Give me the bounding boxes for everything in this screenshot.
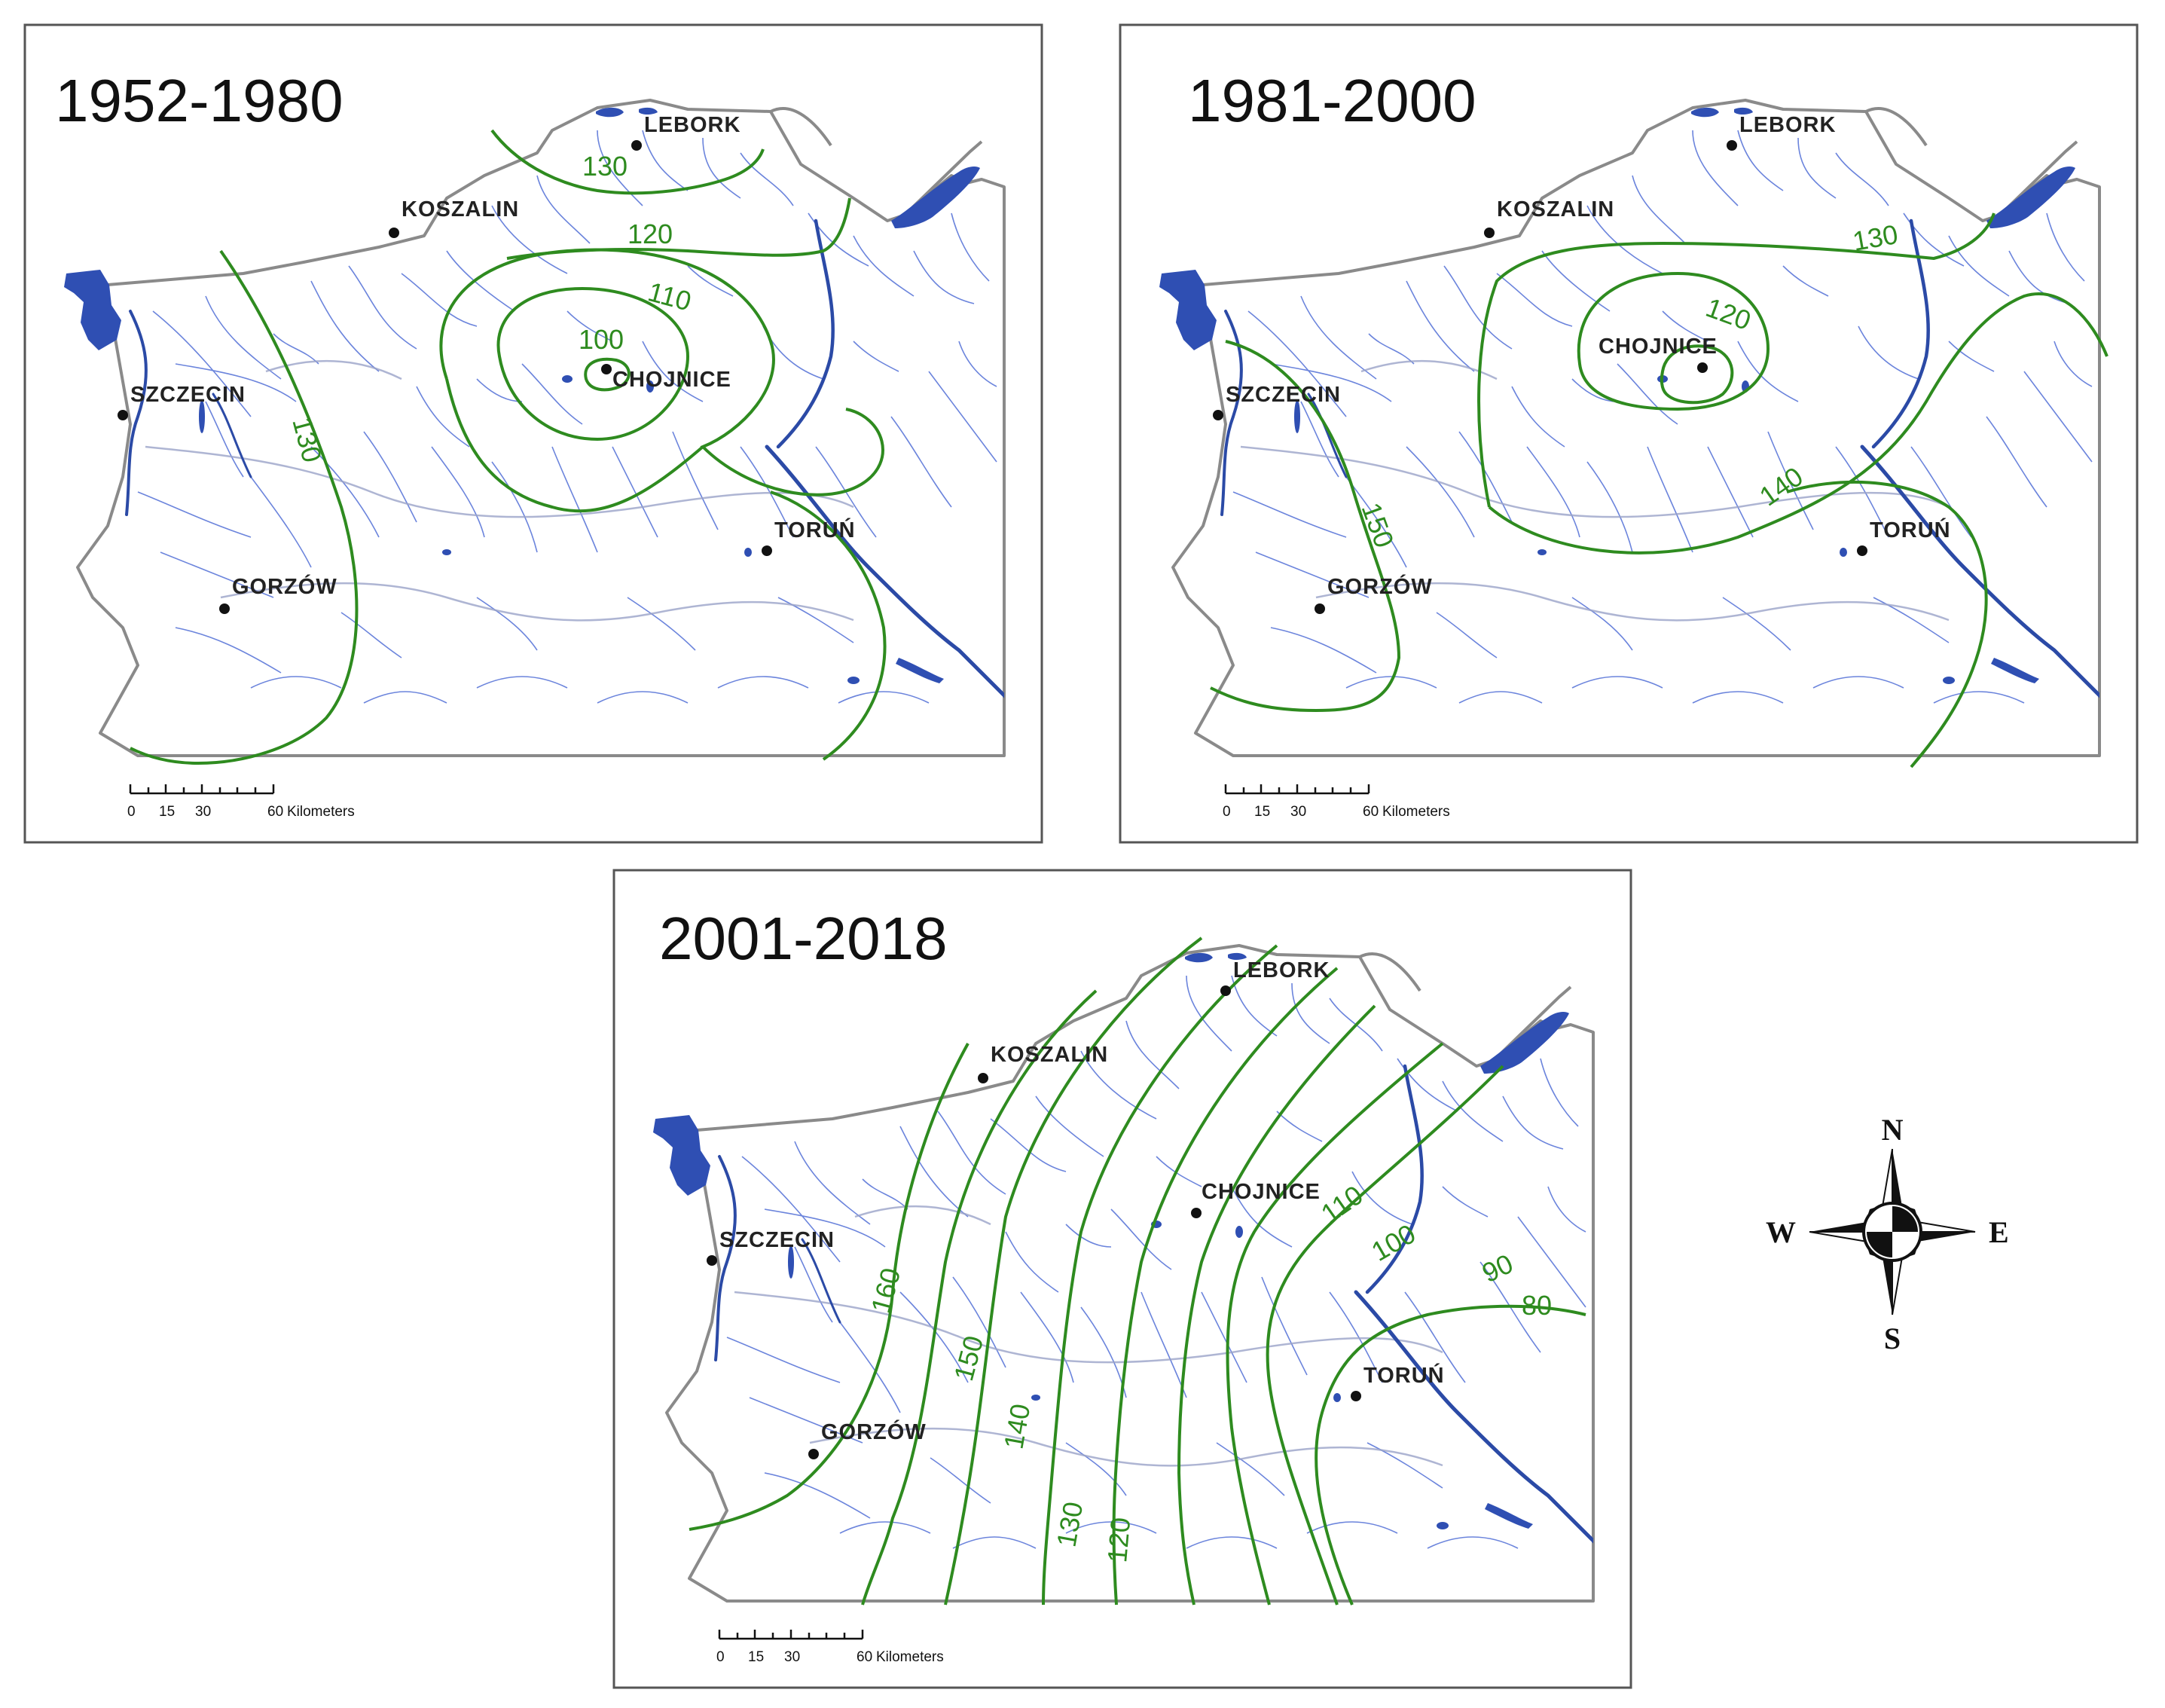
scale-tick-0: 0 — [716, 1649, 725, 1665]
isoline-80 — [1315, 1304, 1586, 1606]
city-label-chojnice: CHOJNICE — [612, 368, 731, 392]
city-label-gorzow: GORZÓW — [821, 1419, 927, 1444]
scale-bar: 0 15 30 60 Kilometers — [1223, 783, 1450, 820]
city-chojnice: CHOJNICE — [601, 364, 731, 392]
isoline-140-south — [1786, 480, 1988, 768]
city-label-torun: TORUŃ — [1363, 1362, 1445, 1388]
period-title: 1952-1980 — [55, 67, 344, 134]
city-label-gorzow: GORZÓW — [232, 573, 337, 599]
scale-bar: 0 15 30 60 Kilometers — [127, 783, 355, 820]
scale-tick-60: 60 — [857, 1649, 872, 1665]
compass-west: W — [1766, 1215, 1796, 1249]
isoline-110 — [1177, 1004, 1376, 1606]
scale-tick-15: 15 — [1254, 804, 1270, 820]
isoline-90 — [1266, 1065, 1504, 1606]
city-koszalin: KOSZALIN — [1484, 197, 1614, 238]
city-chojnice: CHOJNICE — [1191, 1180, 1321, 1218]
city-label-szczecin: SZCZECIN — [1226, 383, 1341, 407]
isoline-130-south — [770, 490, 887, 761]
city-torun: TORUŃ — [1351, 1362, 1445, 1401]
isoline-130 — [1042, 944, 1278, 1606]
scale-tick-30: 30 — [1290, 804, 1306, 820]
map-panel-1952-1980: 1952-1980 130 120 110 100 130 LEBORK KOS… — [23, 23, 1043, 844]
city-szczecin: SZCZECIN — [1213, 383, 1341, 420]
isoline-label-130: 130 — [582, 151, 628, 182]
isoline-150 — [861, 989, 1098, 1606]
city-label-chojnice: CHOJNICE — [1599, 335, 1718, 359]
city-label-lebork: LEBORK — [1233, 958, 1330, 982]
scale-tick-0: 0 — [1223, 804, 1231, 820]
scale-tick-30: 30 — [784, 1649, 800, 1665]
compass-north: N — [1882, 1113, 1904, 1147]
isoline-150-west — [1210, 340, 1401, 713]
isoline-130-west — [130, 249, 359, 765]
city-chojnice: CHOJNICE — [1599, 335, 1718, 373]
scale-tick-30: 30 — [195, 804, 211, 820]
scale-bar: 0 15 30 60 Kilometers — [716, 1628, 944, 1665]
isoline-120-ring — [1577, 271, 1770, 411]
isoline-label-120: 120 — [628, 218, 673, 249]
city-label-koszalin: KOSZALIN — [991, 1043, 1108, 1067]
period-title: 2001-2018 — [659, 905, 948, 972]
city-label-lebork: LEBORK — [644, 113, 740, 137]
scale-tick-60: 60 — [267, 804, 283, 820]
city-gorzow: GORZÓW — [808, 1419, 927, 1459]
compass-rose: N S E W — [1766, 1113, 2009, 1355]
city-szczecin: SZCZECIN — [707, 1228, 835, 1266]
city-label-szczecin: SZCZECIN — [719, 1228, 835, 1252]
city-label-lebork: LEBORK — [1739, 113, 1836, 137]
compass-star-icon — [1809, 1148, 1976, 1315]
scale-tick-15: 15 — [748, 1649, 764, 1665]
isoline-130-north — [490, 129, 765, 195]
city-label-szczecin: SZCZECIN — [130, 383, 246, 407]
city-label-chojnice: CHOJNICE — [1202, 1180, 1321, 1204]
city-label-torun: TORUŃ — [1870, 517, 1951, 542]
map-panel-1981-2000: 1981-2000 130 120 140 150 LEBORK KOSZALI… — [1119, 23, 2139, 844]
scale-tick-0: 0 — [127, 804, 136, 820]
isoline-100-inner — [584, 357, 631, 392]
city-koszalin: KOSZALIN — [389, 197, 519, 238]
scale-tick-60: 60 — [1363, 804, 1379, 820]
isoline-label-100: 100 — [579, 324, 624, 355]
compass-east: E — [1989, 1215, 2009, 1249]
city-label-gorzow: GORZÓW — [1327, 573, 1433, 599]
scale-tick-15: 15 — [159, 804, 175, 820]
city-lebork: LEBORK — [631, 113, 740, 151]
isoline-label-80: 80 — [1522, 1290, 1552, 1321]
scale-unit: Kilometers — [876, 1649, 944, 1665]
isoline-160 — [689, 1043, 970, 1531]
city-label-koszalin: KOSZALIN — [402, 197, 519, 222]
city-lebork: LEBORK — [1220, 958, 1330, 996]
compass-south: S — [1884, 1321, 1901, 1355]
city-gorzow: GORZÓW — [1315, 573, 1433, 614]
isoline-140 — [944, 936, 1203, 1606]
isoline-110-ring — [439, 248, 884, 513]
period-title: 1981-2000 — [1188, 67, 1476, 134]
scale-unit: Kilometers — [287, 804, 355, 820]
city-label-koszalin: KOSZALIN — [1497, 197, 1614, 222]
city-lebork: LEBORK — [1727, 113, 1836, 151]
isoline-120-inner — [1660, 344, 1734, 405]
city-torun: TORUŃ — [762, 517, 856, 556]
isoline-120 — [1112, 967, 1339, 1606]
isoline-100 — [1226, 1042, 1444, 1606]
city-label-torun: TORUŃ — [774, 517, 856, 542]
city-torun: TORUŃ — [1857, 517, 1951, 556]
isoline-130 — [1477, 212, 1996, 508]
isoline-label-120: 120 — [1101, 1516, 1136, 1563]
city-koszalin: KOSZALIN — [978, 1043, 1108, 1083]
city-gorzow: GORZÓW — [219, 573, 337, 614]
city-szczecin: SZCZECIN — [118, 383, 246, 420]
scale-unit: Kilometers — [1382, 804, 1450, 820]
isoline-140 — [1488, 292, 2109, 555]
isoline-100-ring — [496, 286, 690, 442]
map-panel-2001-2018: 2001-2018 160 150 140 130 120 110 100 90… — [612, 869, 1632, 1689]
